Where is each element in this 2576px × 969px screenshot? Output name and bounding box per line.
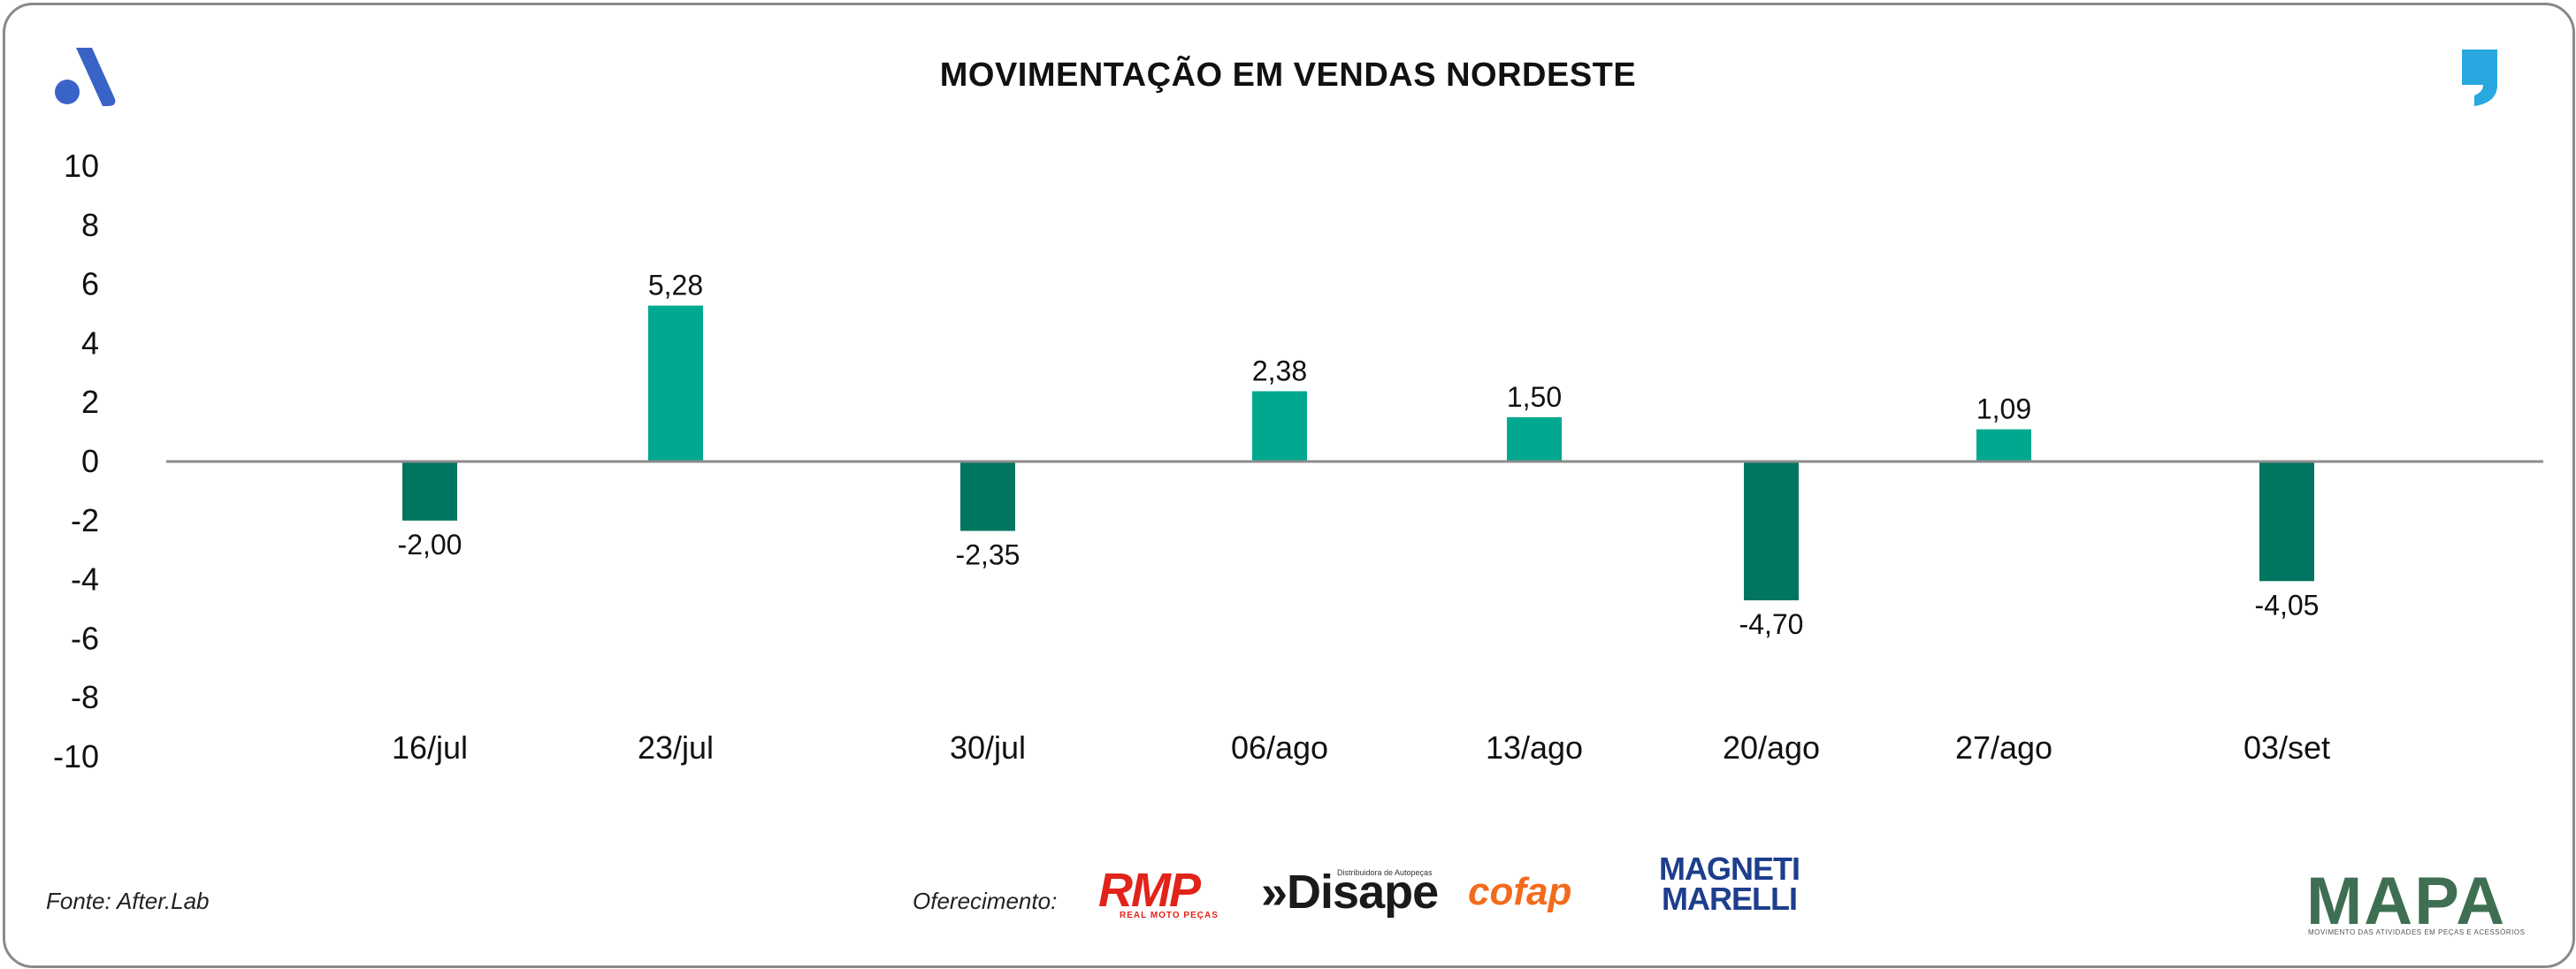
chart-title: MOVIMENTAÇÃO EM VENDAS NORDESTE: [939, 57, 1637, 94]
bar: [1744, 462, 1799, 600]
mapa-logo: MAPA: [2306, 864, 2507, 939]
y-tick-label: -4: [71, 561, 99, 598]
after-lab-a-logo-icon: [55, 48, 116, 106]
x-category-label: 16/jul: [392, 729, 468, 766]
data-label: -4,70: [1739, 608, 1804, 640]
y-tick-label: 6: [81, 266, 99, 302]
y-tick-label: -10: [53, 738, 99, 774]
y-tick-label: 8: [81, 207, 99, 243]
mapa-logo-subtitle: MOVIMENTO DAS ATIVIDADES EM PEÇAS E ACES…: [2308, 928, 2526, 936]
x-category-label: 27/ago: [1955, 729, 2052, 766]
x-category-label: 03/set: [2243, 729, 2330, 766]
data-label: 5,28: [648, 270, 703, 301]
data-label: 1,50: [1507, 381, 1562, 413]
y-tick-label: -6: [71, 620, 99, 656]
disape-logo: »Disape: [1261, 866, 1439, 919]
data-label: -2,00: [398, 529, 462, 561]
sponsor-label: Oferecimento:: [913, 888, 1058, 914]
x-category-label: 13/ago: [1486, 729, 1583, 766]
x-category-label: 06/ago: [1231, 729, 1328, 766]
y-tick-label: 10: [64, 148, 99, 184]
y-tick-label: 4: [81, 324, 99, 361]
y-tick-label: -8: [71, 679, 99, 715]
bar: [402, 462, 457, 521]
disape-logo-subtitle: Distribuidora de Autopeças: [1337, 868, 1433, 877]
y-tick-label: 2: [81, 384, 99, 420]
data-label: -2,35: [956, 538, 1020, 570]
y-tick-label: 0: [81, 443, 99, 479]
magneti-line: MAGNETI: [1659, 851, 1800, 887]
quote-comma-icon: [2462, 50, 2497, 106]
bar: [2259, 462, 2314, 582]
magneti-marelli-logo: MAGNETI MARELLI: [1659, 851, 1800, 917]
bar: [1507, 416, 1562, 462]
data-label: -4,05: [2255, 589, 2320, 621]
x-category-label: 23/jul: [638, 729, 714, 766]
marelli-line: MARELLI: [1662, 881, 1798, 917]
source-label: Fonte: After.Lab: [46, 888, 210, 914]
bar: [648, 305, 703, 462]
bar: [960, 462, 1015, 531]
x-category-label: 20/ago: [1723, 729, 1820, 766]
bar: [1252, 391, 1307, 462]
y-tick-label: -2: [71, 502, 99, 538]
data-label: 2,38: [1252, 355, 1307, 387]
rmp-logo: RMP: [1098, 864, 1201, 917]
bar: [1976, 429, 2031, 462]
rmp-logo-subtitle: REAL MOTO PEÇAS: [1120, 911, 1219, 920]
data-label: 1,09: [1976, 393, 2031, 425]
x-category-label: 30/jul: [950, 729, 1026, 766]
cofap-logo: cofap: [1468, 870, 1572, 913]
